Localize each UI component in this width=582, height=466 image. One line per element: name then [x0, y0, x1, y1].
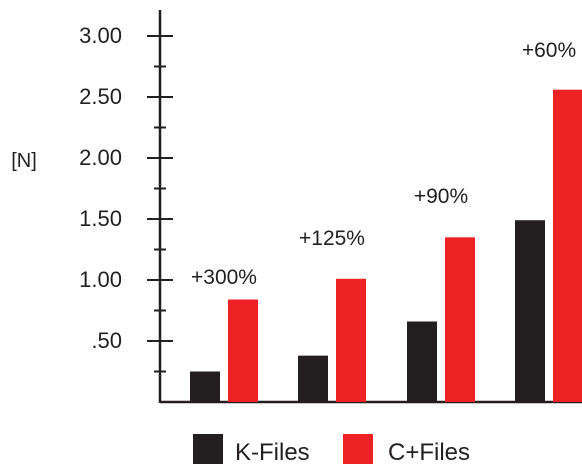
increase-annotation: +125% — [299, 227, 365, 250]
y-tick-label: 2.50 — [79, 84, 122, 109]
annotations: +300% +125% +90% +60% — [191, 39, 576, 289]
bar-c-files-3 — [445, 237, 475, 402]
legend-swatch-1 — [193, 434, 223, 464]
y-axis-label: [N] — [11, 150, 37, 172]
legend-label: C+Files — [388, 439, 470, 466]
y-tick-label: 1.00 — [79, 267, 122, 292]
y-tick-label: 2.00 — [79, 145, 122, 170]
increase-annotation: +300% — [191, 266, 257, 289]
axes: 3.00 2.50 2.00 1.50 1.00 .50 [N] — [11, 10, 582, 404]
legend-swatch-2 — [343, 434, 373, 464]
bar-k-files-1 — [190, 371, 220, 402]
legend: K-Files C+Files — [193, 434, 470, 466]
bar-c-files-1 — [228, 299, 258, 402]
bar-k-files-4 — [515, 220, 545, 402]
legend-label: K-Files — [235, 439, 310, 466]
y-tick-label: 3.00 — [79, 23, 122, 48]
bar-k-files-2 — [298, 355, 328, 402]
bar-k-files-3 — [407, 321, 437, 402]
bars — [190, 89, 582, 403]
y-tick-label: 1.50 — [79, 206, 122, 231]
y-tick-label: .50 — [91, 328, 122, 353]
increase-annotation: +60% — [522, 39, 576, 62]
increase-annotation: +90% — [414, 185, 468, 208]
bar-c-files-2 — [336, 278, 366, 402]
bar-c-files-4 — [553, 89, 582, 403]
